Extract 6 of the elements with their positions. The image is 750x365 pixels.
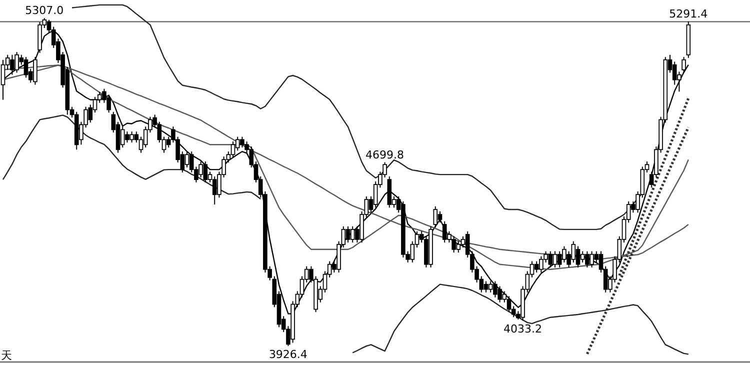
annotation: 4699.8 xyxy=(366,148,404,162)
text: 天 xyxy=(1,349,12,362)
annotation: 5291.4 xyxy=(669,8,708,21)
annotation: 5307.0 xyxy=(25,4,64,17)
annotation: 4033.2 xyxy=(504,322,542,336)
annotation: 3926.4 xyxy=(268,348,308,361)
